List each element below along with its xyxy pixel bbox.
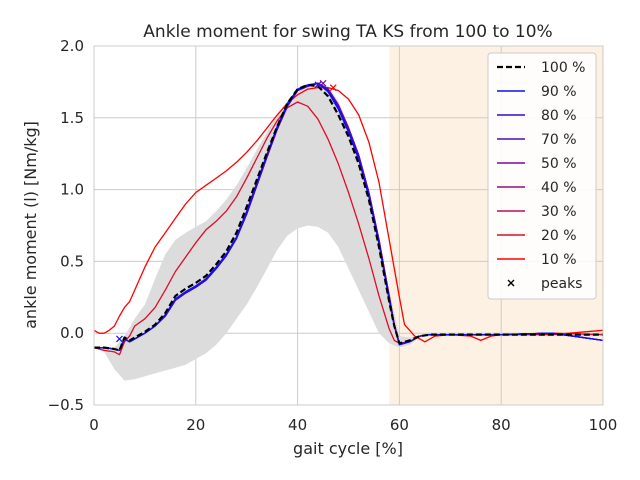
y-tick-label: 0.0 — [60, 324, 84, 342]
legend-label: 90 % — [541, 84, 577, 100]
legend-label: 30 % — [541, 204, 577, 220]
variability-band — [94, 83, 603, 381]
band-layer — [94, 83, 603, 381]
legend-label: 10 % — [541, 252, 577, 268]
y-tick-label: −0.5 — [48, 396, 84, 414]
x-axis-label: gait cycle [%] — [293, 439, 403, 458]
legend-label: 100 % — [541, 60, 585, 76]
peak-marker — [329, 84, 337, 92]
x-tick-label: 20 — [186, 416, 205, 434]
legend-label: 50 % — [541, 156, 577, 172]
y-axis-label: ankle moment (l) [Nm/kg] — [21, 121, 40, 329]
legend-label: 80 % — [541, 108, 577, 124]
series-line — [93, 86, 604, 343]
x-tick-label: 100 — [589, 416, 618, 434]
plot-frame — [93, 45, 604, 406]
x-tick-label: 60 — [390, 416, 409, 434]
y-tick-label: 1.0 — [60, 181, 84, 199]
peak-marker — [116, 335, 123, 343]
y-tick-label: 2.0 — [60, 37, 84, 55]
x-tick-label: 0 — [89, 416, 99, 434]
tick-label-layer: 0 20 40 60 80 100 −0.5 0.0 0.5 1.0 1.5 2.0 — [48, 37, 618, 434]
legend-label: 20 % — [541, 228, 577, 244]
peaks-layer — [116, 79, 337, 343]
legend-label: 70 % — [541, 132, 577, 148]
series-line — [94, 83, 603, 352]
series-line — [94, 82, 604, 352]
peak-marker — [314, 81, 322, 89]
series-layer — [93, 82, 604, 356]
legend-peak-marker — [507, 279, 515, 287]
legend-label: 40 % — [541, 180, 577, 196]
y-tick-label: 0.5 — [60, 252, 84, 270]
y-tick-label: 1.5 — [60, 109, 84, 127]
x-tick-label: 40 — [288, 416, 307, 434]
legend: 100 % 90 % 80 % 70 % 50 % 40 % 30 % 20 % 10 % pea… — [487, 52, 597, 300]
legend-label: peaks — [541, 276, 582, 292]
x-tick-label: 80 — [492, 416, 511, 434]
chart-title: Ankle moment for swing TA KS from 100 to… — [143, 22, 552, 42]
peak-marker — [319, 79, 327, 87]
